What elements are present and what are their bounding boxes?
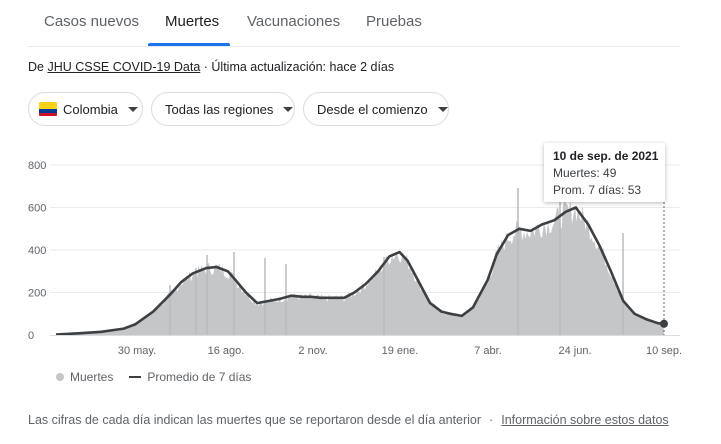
legend-line-label: Promedio de 7 días: [147, 370, 252, 384]
x-tick-label: 19 ene.: [382, 345, 419, 357]
tab-pruebas[interactable]: Pruebas: [366, 13, 422, 30]
x-tick-label: 10 sep.: [646, 345, 682, 357]
country-select[interactable]: Colombia: [28, 92, 143, 126]
x-tick-label: 24 jun.: [558, 345, 591, 357]
daily-deaths-spikes: [169, 188, 624, 335]
region-select[interactable]: Todas las regiones: [151, 92, 295, 126]
daily-deaths-area: [56, 199, 664, 335]
x-tick-label: 7 abr.: [474, 345, 502, 357]
hover-point: [660, 319, 668, 328]
tooltip-deaths: Muertes: 49: [553, 166, 617, 180]
y-axis-labels: 0 200 400 600 800: [28, 160, 46, 342]
tooltip-average: Prom. 7 días: 53: [553, 183, 642, 197]
footer-separator: ·: [489, 413, 494, 427]
x-axis-labels: 30 may. 16 ago. 2 nov. 19 ene. 7 abr. 24 jun.…: [118, 345, 682, 357]
source-prefix: De: [28, 60, 48, 74]
period-select[interactable]: Desde el comienzo: [303, 92, 449, 126]
tab-casos-nuevos[interactable]: Casos nuevos: [44, 13, 140, 30]
tab-vacunaciones[interactable]: Vacunaciones: [247, 13, 341, 30]
chart-legend: Muertes Promedio de 7 días: [56, 370, 251, 384]
chart-tooltip: 10 de sep. de 2021 Muertes: 49 Prom. 7 d…: [544, 143, 665, 202]
chevron-down-icon: [437, 106, 448, 112]
tab-muertes[interactable]: Muertes: [165, 13, 220, 30]
x-tick-label: 16 ago.: [208, 345, 245, 357]
seven-day-average-line: [55, 206, 665, 336]
deaths-chart[interactable]: 0 200 400 600 800 30 may. 16 ago. 2 nov. 19 ene…: [0, 140, 721, 365]
y-tick-label: 0: [28, 330, 34, 342]
footer-note: Las cifras de cada día indican las muert…: [28, 413, 669, 427]
period-select-label: Desde el comienzo: [317, 101, 428, 117]
about-data-link[interactable]: Información sobre estos datos: [501, 413, 669, 427]
last-update-text: · Última actualización: hace 2 días: [200, 60, 395, 74]
source-link[interactable]: JHU CSSE COVID-19 Data: [47, 60, 201, 74]
tooltip-date: 10 de sep. de 2021: [553, 149, 659, 163]
y-tick-label: 800: [28, 160, 46, 172]
tab-bar: Casos nuevos Muertes Vacunaciones Prueba…: [28, 0, 680, 47]
legend-line-swatch: [129, 376, 142, 378]
legend-bars-label: Muertes: [70, 370, 114, 384]
y-tick-label: 400: [28, 245, 46, 257]
legend-bars-swatch: [56, 373, 64, 381]
active-tab-indicator: [148, 43, 230, 46]
chevron-down-icon: [283, 106, 294, 112]
x-tick-label: 30 may.: [118, 345, 156, 357]
x-tick-label: 2 nov.: [298, 345, 327, 357]
chevron-down-icon: [127, 106, 138, 112]
y-tick-label: 600: [28, 203, 46, 215]
source-line: De JHU CSSE COVID-19 Data · Última actua…: [28, 60, 394, 74]
colombia-flag-icon: [39, 102, 57, 116]
y-tick-label: 200: [28, 288, 46, 300]
country-select-label: Colombia: [63, 101, 118, 117]
region-select-label: Todas las regiones: [165, 101, 274, 117]
footer-text: Las cifras de cada día indican las muert…: [28, 413, 482, 427]
